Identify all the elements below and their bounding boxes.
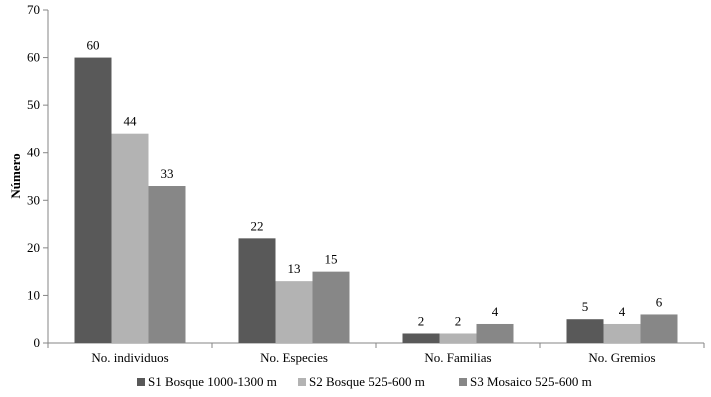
- data-label: 5: [582, 299, 589, 314]
- x-category-label: No. Familias: [424, 350, 491, 365]
- y-axis: 0 10 20 30 40 50 60 70: [27, 2, 49, 350]
- bar: [238, 238, 276, 343]
- y-tick-label: 40: [27, 145, 40, 160]
- data-label: 2: [455, 313, 462, 328]
- legend-label: S2 Bosque 525-600 m: [309, 374, 425, 389]
- legend-swatch: [459, 378, 467, 386]
- data-label: 6: [656, 294, 663, 309]
- bar: [640, 314, 678, 343]
- x-category-label: No. Especies: [260, 350, 328, 365]
- data-label: 44: [124, 114, 138, 129]
- legend: S1 Bosque 1000-1300 m S2 Bosque 525-600 m…: [137, 374, 592, 389]
- y-tick-label: 30: [27, 192, 40, 207]
- bar: [402, 333, 440, 343]
- data-label: 2: [418, 313, 425, 328]
- bar: [275, 281, 313, 343]
- bar: [439, 333, 477, 343]
- bar: [74, 57, 112, 343]
- y-tick-label: 20: [27, 240, 40, 255]
- y-tick-label: 0: [34, 335, 41, 350]
- data-label: 15: [325, 252, 338, 267]
- data-label: 22: [251, 218, 264, 233]
- x-category-label: No. individuos: [91, 350, 168, 365]
- bar: [566, 319, 604, 343]
- x-category-label: No. Gremios: [588, 350, 655, 365]
- bar: [312, 271, 350, 343]
- bar: [111, 133, 149, 343]
- y-tick-label: 50: [27, 97, 40, 112]
- y-tick-label: 10: [27, 287, 40, 302]
- bars: [74, 57, 678, 343]
- legend-swatch: [298, 378, 306, 386]
- y-tick-label: 70: [27, 2, 40, 17]
- bar: [476, 323, 514, 343]
- legend-label: S1 Bosque 1000-1300 m: [148, 374, 277, 389]
- data-label: 4: [492, 304, 499, 319]
- bar: [603, 323, 641, 343]
- y-tick-label: 60: [27, 50, 40, 65]
- legend-swatch: [137, 378, 145, 386]
- data-label: 4: [619, 304, 626, 319]
- y-axis-label: Número: [8, 153, 23, 198]
- x-axis: No. individuos No. Especies No. Familias No…: [47, 342, 705, 365]
- legend-label: S3 Mosaico 525-600 m: [470, 374, 592, 389]
- data-label: 13: [288, 261, 301, 276]
- data-label: 33: [161, 166, 174, 181]
- bar: [148, 186, 186, 343]
- data-label: 60: [87, 38, 100, 53]
